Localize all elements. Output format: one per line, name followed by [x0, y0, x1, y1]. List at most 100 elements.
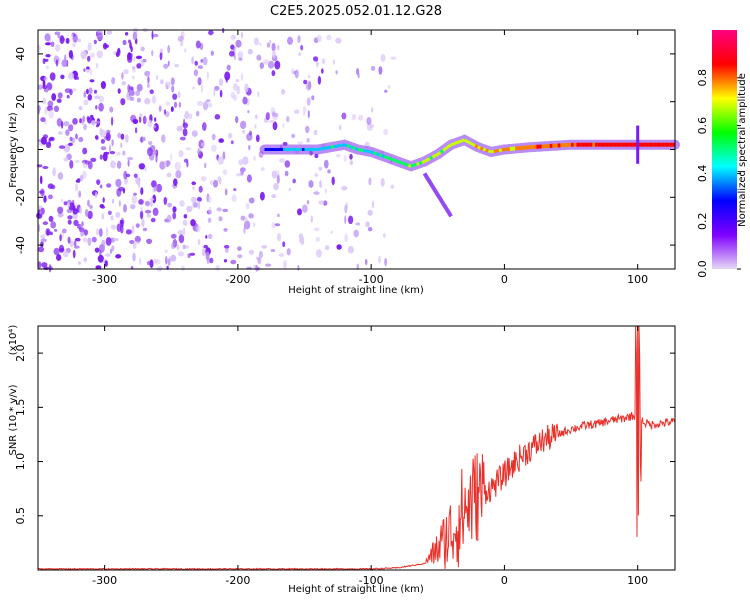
spectrogram-speckle: [166, 172, 172, 178]
spectrogram-speckle: [102, 197, 105, 203]
snr-x-tick-label: -100: [359, 574, 384, 587]
spectrogram-speckle: [257, 91, 260, 97]
spectrogram-speckle: [123, 170, 128, 180]
spectrogram-speckle: [54, 31, 61, 36]
spectrogram-speckle: [183, 118, 186, 127]
spectrogram-speckle: [311, 95, 315, 101]
spectrogram-speckle: [106, 29, 113, 35]
spectrogram-speckle: [184, 48, 187, 53]
spectrogram-speckle: [294, 109, 300, 114]
spectrogram-speckle: [59, 248, 65, 252]
spectrogram-speckle: [173, 178, 178, 186]
spectrogram-ridge-segment: [320, 147, 324, 151]
spectrogram-speckle: [142, 115, 147, 125]
spectrogram-speckle: [140, 206, 143, 212]
spectrogram-speckle: [61, 228, 67, 234]
spectrogram-speckle: [132, 31, 138, 41]
spectrogram-speckle: [136, 63, 142, 69]
spectrogram-ridge-segment: [487, 149, 492, 154]
spectrogram-speckle: [343, 155, 347, 162]
spectrogram-ridge-segment: [469, 141, 474, 146]
spectrogram-speckle: [90, 157, 97, 162]
spectrogram-speckle: [96, 34, 103, 41]
spectrogram-ridge-segment: [405, 162, 410, 167]
spectrogram-speckle: [300, 44, 304, 51]
spectrogram-speckle: [116, 223, 122, 233]
spectrogram-speckle: [167, 45, 171, 54]
spectrogram-speckle: [187, 253, 191, 258]
spectrogram-ridge-segment: [391, 158, 396, 162]
spectrogram-speckle: [174, 161, 181, 171]
spectrogram-speckle: [237, 246, 242, 252]
spectrogram-ridge-segment: [466, 140, 471, 145]
spectrogram-speckle: [175, 170, 182, 179]
spectrogram-speckle: [78, 190, 82, 198]
spectrogram-speckle: [109, 151, 116, 155]
spectrogram-speckle: [97, 254, 104, 263]
spectrogram-speckle: [226, 64, 231, 71]
spectrogram-speckle: [351, 113, 357, 121]
spectrogram-speckle: [177, 35, 184, 42]
spectrogram-speckle: [172, 212, 177, 220]
spectrogram-speckle: [130, 45, 133, 53]
spectrogram-ridge-segment: [386, 156, 391, 161]
spectrogram-speckle: [37, 246, 45, 253]
spectrogram-speckle: [349, 160, 354, 166]
spectrogram-speckle: [178, 234, 185, 244]
spectrogram-speckle: [84, 208, 89, 217]
spectrogram-speckle: [189, 252, 196, 256]
spectrogram-speckle: [130, 204, 136, 210]
spectrogram-speckle: [82, 147, 88, 155]
spectrogram-speckle: [240, 215, 246, 221]
spectrogram-speckle: [268, 119, 275, 124]
spectrogram-speckle: [91, 120, 96, 126]
spectrogram-ridge-segment: [394, 159, 399, 163]
spectrogram-y-tick-label: 0: [14, 146, 27, 153]
spectrogram-speckle: [138, 257, 142, 265]
spectrogram-speckle: [120, 142, 123, 148]
spectrogram-speckle: [158, 105, 162, 112]
spectrogram-speckle: [314, 173, 319, 177]
spectrogram-speckle: [133, 173, 138, 179]
spectrogram-speckle: [40, 136, 47, 145]
spectrogram-speckle: [213, 88, 216, 97]
spectrogram-speckle: [378, 66, 383, 75]
spectrogram-speckle: [49, 72, 56, 81]
spectrogram-ridge-segment: [375, 152, 380, 157]
snr-y-multiplier: (x10⁴): [8, 325, 19, 356]
spectrogram-speckle: [390, 184, 395, 190]
spectrogram-speckle: [235, 79, 240, 83]
spectrogram-speckle: [167, 202, 173, 208]
spectrogram-speckle: [191, 56, 195, 65]
spectrogram-speckle: [51, 93, 57, 101]
spectrogram-speckle: [38, 190, 45, 194]
spectrogram-speckle: [238, 159, 244, 166]
spectrogram-speckle: [106, 129, 111, 134]
spectrogram-speckle: [255, 134, 260, 143]
spectrogram-speckle: [43, 195, 47, 203]
spectrogram-speckle: [184, 110, 190, 120]
spectrogram-speckle: [140, 187, 144, 195]
spectrogram-speckle: [301, 204, 308, 213]
spectrogram-speckle: [144, 97, 151, 105]
spectrogram-speckle: [48, 109, 54, 119]
spectrogram-speckle: [40, 241, 44, 248]
spectrogram-speckle: [153, 150, 157, 155]
spectrogram-ridge-segment: [482, 147, 487, 152]
spectrogram-speckle: [279, 158, 286, 163]
spectrogram-speckle: [87, 94, 93, 101]
spectrogram-speckle: [151, 180, 157, 188]
spectrogram-speckle: [87, 55, 91, 62]
spectrogram-ridge-segment: [370, 150, 375, 155]
spectrogram-speckle: [53, 247, 60, 256]
spectrogram-speckle: [167, 60, 170, 67]
spectrogram-speckle: [94, 135, 99, 140]
spectrogram-speckle: [331, 176, 335, 186]
spectrogram-speckle: [118, 186, 125, 192]
spectrogram-speckle: [135, 90, 141, 97]
spectrogram-speckle: [75, 183, 79, 192]
spectrogram-speckle: [110, 116, 114, 126]
spectrogram-speckle: [319, 180, 323, 188]
spectrogram-speckle: [177, 91, 181, 99]
